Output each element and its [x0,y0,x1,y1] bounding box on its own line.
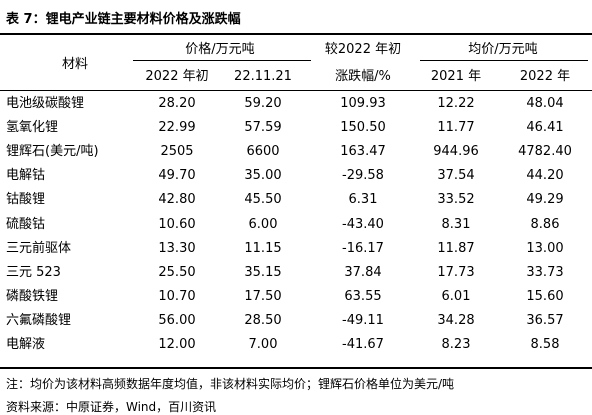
cell: 150.50 [340,120,386,136]
header-rule [0,90,592,91]
cell: 36.57 [526,312,564,328]
cell: -29.58 [342,168,384,184]
cell: 57.59 [244,120,282,136]
row-label: 氢氧化锂 [6,120,59,136]
cell: -43.40 [342,216,384,232]
cell: 33.73 [526,264,564,280]
cell: 44.20 [526,168,564,184]
cell: 28.50 [244,312,282,328]
cell: 15.60 [526,288,564,304]
cell: 33.52 [437,192,475,208]
cell: 8.58 [530,337,560,352]
cell: -16.17 [342,240,384,256]
cell: 17.50 [244,288,282,304]
title: 表 7：锂电产业链主要材料价格及涨跌幅 [6,12,241,27]
cell: 8.86 [530,216,560,232]
group-rule [133,60,311,61]
row-label: 电解钴 [6,168,46,184]
row-label: 硫酸钴 [6,216,46,232]
cell: 8.23 [441,337,471,352]
note: 注：均价为该材料高频数据年度均值，非该材料实际均价；锂辉石价格单位为美元/吨 [6,377,455,391]
cell: 6.31 [348,192,378,208]
group-rule [420,60,588,61]
cell: 2505 [160,144,194,160]
cell: 63.55 [344,288,382,304]
header-cell: 价格/万元吨 [185,42,255,57]
cell: 56.00 [158,312,196,328]
cell: 34.28 [437,312,475,328]
row-label: 六氟磷酸锂 [6,312,72,328]
cell: 6.00 [248,216,278,232]
cell: 35.15 [244,264,282,280]
row-label: 磷酸铁锂 [6,288,59,304]
cell: 944.96 [433,144,479,160]
cell: 109.93 [340,96,386,111]
row-label: 三元 523 [6,264,61,280]
header-cell: 均价/万元吨 [468,42,538,57]
cell: 13.00 [526,240,564,256]
header-cell: 较2022 年初 [324,42,402,57]
row-label: 钴酸锂 [6,192,46,208]
cell: 4782.40 [518,144,572,160]
header-cell: 2022 年初 [145,69,209,84]
header-cell: 2021 年 [430,69,482,84]
cell: 13.30 [158,240,196,256]
source: 资料来源：中原证券，Wind，百川资讯 [6,400,217,414]
cell: 163.47 [340,144,386,160]
cell: 37.54 [437,168,475,184]
cell: 37.84 [344,264,382,280]
cell: 12.22 [437,96,475,111]
cell: 42.80 [158,192,196,208]
row-label: 电解液 [6,337,46,352]
cell: 6.01 [441,288,471,304]
cell: 17.73 [437,264,475,280]
header-cell: 22.11.21 [234,69,292,84]
cell: 49.29 [526,192,564,208]
cell: 8.31 [441,216,471,232]
row-label: 三元前驱体 [6,240,72,256]
cell: 10.60 [158,216,196,232]
cell: 11.77 [437,120,475,136]
top-rule [0,33,592,35]
row-label: 锂辉石(美元/吨) [6,144,99,160]
cell: 48.04 [526,96,564,111]
cell: 25.50 [158,264,196,280]
cell: 11.87 [437,240,475,256]
cell: 59.20 [244,96,282,111]
cell: 46.41 [526,120,564,136]
cell: 28.20 [158,96,196,111]
cell: 10.70 [158,288,196,304]
cell: 6600 [246,144,280,160]
bottom-rule [0,367,592,369]
header-cell: 涨跌幅/% [335,69,391,84]
cell: -41.67 [342,337,384,352]
cell: 35.00 [244,168,282,184]
cell: 12.00 [158,337,196,352]
cell: 45.50 [244,192,282,208]
header-cell: 2022 年 [519,69,571,84]
cell: 7.00 [248,337,278,352]
header-cell: 材料 [61,57,89,72]
row-label: 电池级碳酸锂 [6,96,85,111]
cell: 11.15 [244,240,282,256]
cell: 22.99 [158,120,196,136]
cell: 49.70 [158,168,196,184]
cell: -49.11 [342,312,384,328]
